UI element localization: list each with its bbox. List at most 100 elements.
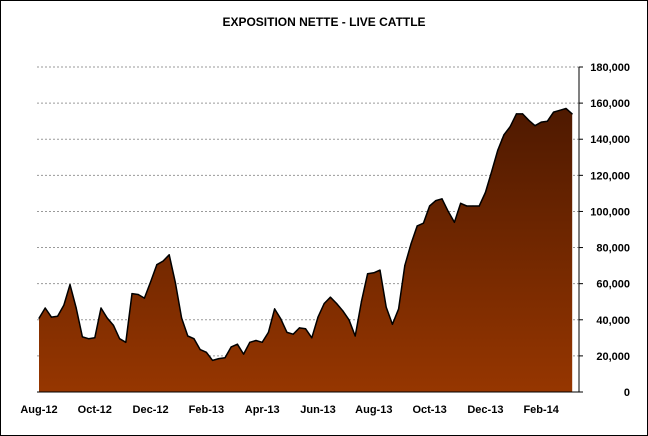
data-point	[534, 125, 536, 127]
data-point	[94, 337, 96, 339]
data-point	[286, 331, 288, 333]
data-point	[187, 335, 189, 337]
data-point	[88, 338, 90, 340]
data-point	[168, 254, 170, 256]
data-point	[354, 335, 356, 337]
data-point	[69, 284, 71, 286]
data-point	[391, 323, 393, 325]
y-tick-label: 160,000	[590, 98, 630, 110]
axes	[37, 66, 583, 393]
data-point	[441, 198, 443, 200]
area-fill	[39, 108, 573, 392]
data-point	[509, 126, 511, 128]
data-point	[44, 307, 46, 309]
data-point	[125, 341, 127, 343]
data-point	[249, 341, 251, 343]
tick-labels: 0 20,000 40,000 60,000 80,000 100,000 120,000 1…	[20, 62, 630, 416]
data-point	[540, 121, 542, 123]
data-point	[162, 260, 164, 262]
data-point	[342, 310, 344, 312]
data-point	[367, 273, 369, 275]
data-point	[503, 134, 505, 136]
data-point	[559, 109, 561, 111]
data-point	[429, 205, 431, 207]
data-point	[236, 343, 238, 345]
data-point	[460, 202, 462, 204]
x-tick-label: Dec-13	[467, 404, 503, 416]
data-point	[199, 349, 201, 351]
data-point	[379, 269, 381, 271]
x-tick-label: Apr-13	[245, 404, 280, 416]
data-point	[546, 120, 549, 122]
data-point	[385, 306, 387, 308]
data-point	[261, 341, 263, 343]
data-point	[224, 357, 226, 359]
data-point	[522, 113, 524, 115]
data-point	[553, 111, 555, 113]
data-point	[267, 331, 269, 333]
data-point	[360, 301, 362, 303]
data-point	[174, 282, 176, 284]
x-tick-label: Oct-13	[412, 404, 446, 416]
data-point	[348, 319, 350, 321]
y-tick-label: 60,000	[596, 279, 630, 291]
data-point	[317, 316, 319, 318]
y-tick-label: 180,000	[590, 62, 630, 74]
data-point	[38, 317, 40, 319]
data-point	[156, 264, 158, 266]
data-point	[63, 304, 65, 306]
x-tick-label: Oct-12	[78, 404, 112, 416]
data-point	[255, 339, 257, 342]
data-point	[373, 272, 375, 274]
data-point	[50, 316, 53, 318]
data-point	[453, 221, 455, 223]
y-tick-label: 20,000	[596, 351, 630, 363]
chart-title: EXPOSITION NETTE - LIVE CATTLE	[222, 15, 426, 29]
data-point	[143, 297, 145, 299]
area-series	[38, 107, 573, 392]
data-point	[205, 351, 207, 353]
data-point	[193, 338, 195, 340]
data-point	[298, 327, 300, 329]
data-point	[571, 113, 573, 115]
data-point	[292, 333, 294, 335]
y-tick-label: 120,000	[590, 170, 630, 182]
data-point	[478, 205, 480, 207]
data-point	[131, 293, 133, 295]
x-tick-label: Feb-13	[189, 404, 224, 416]
data-point	[472, 205, 474, 207]
y-tick-label: 40,000	[596, 315, 630, 327]
data-point	[81, 336, 83, 338]
x-tick-label: Jun-13	[300, 404, 335, 416]
data-point	[218, 358, 220, 360]
data-point	[230, 346, 232, 348]
y-tick-label: 0	[624, 387, 630, 399]
data-point	[497, 149, 499, 151]
data-point	[243, 353, 245, 355]
data-point	[422, 222, 424, 224]
data-point	[410, 243, 412, 245]
y-tick-label: 100,000	[590, 206, 630, 218]
data-point	[466, 205, 468, 207]
data-point	[212, 359, 214, 361]
x-tick-label: Dec-12	[133, 404, 169, 416]
data-point	[435, 200, 437, 202]
y-tick-label: 140,000	[590, 134, 630, 146]
data-point	[404, 265, 406, 267]
data-point	[100, 307, 102, 309]
data-point	[311, 337, 313, 339]
x-tick-label: Aug-12	[20, 404, 57, 416]
data-point	[398, 308, 400, 310]
data-point	[447, 210, 449, 212]
data-point	[75, 307, 77, 309]
data-point	[119, 338, 121, 340]
y-tick-label: 80,000	[596, 243, 630, 255]
data-point	[491, 171, 493, 173]
data-point	[106, 317, 108, 319]
data-point	[280, 318, 282, 320]
data-point	[137, 293, 139, 296]
data-point	[274, 308, 276, 310]
data-point	[150, 281, 152, 283]
